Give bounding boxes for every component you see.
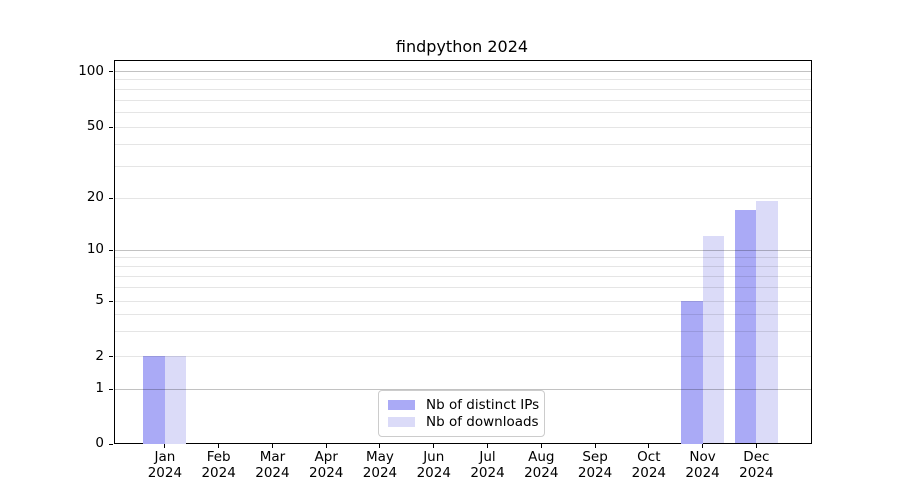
legend-entry-distinct-ips: Nb of distinct IPs bbox=[379, 396, 544, 413]
y-tick-mark bbox=[109, 388, 113, 390]
x-tick-month: Nov bbox=[689, 449, 716, 465]
y-tick-mark bbox=[109, 71, 113, 72]
x-tick-mark bbox=[379, 443, 381, 448]
y-tick-label: 100 bbox=[78, 62, 104, 79]
gridline-minor bbox=[114, 126, 811, 128]
y-tick-label: 1 bbox=[95, 380, 104, 396]
gridline-minor bbox=[114, 79, 811, 81]
y-tick-label: 0 bbox=[95, 435, 104, 451]
gridline-minor bbox=[114, 143, 811, 145]
x-tick-month: Dec bbox=[743, 449, 770, 465]
x-tick-month: Feb bbox=[206, 449, 231, 465]
y-tick-label: 2 bbox=[95, 347, 104, 364]
y-tick-mark bbox=[109, 443, 113, 445]
x-tick-label: Mar 2024 bbox=[244, 449, 300, 481]
bar-distinct-ips-jan bbox=[143, 356, 165, 444]
bar-distinct-ips-nov bbox=[681, 300, 703, 444]
legend-label: Nb of distinct IPs bbox=[426, 396, 540, 413]
x-tick-month: Jan bbox=[154, 449, 176, 465]
x-tick-mark bbox=[755, 443, 757, 448]
x-tick-mark bbox=[702, 443, 704, 448]
x-tick-mark bbox=[648, 443, 650, 448]
y-tick-mark bbox=[109, 197, 113, 199]
bar-downloads-dec bbox=[756, 201, 778, 444]
bar-distinct-ips-dec bbox=[734, 209, 757, 444]
x-tick-year: 2024 bbox=[416, 465, 451, 481]
x-tick-year: 2024 bbox=[470, 465, 505, 481]
x-tick-year: 2024 bbox=[309, 465, 344, 481]
legend: Nb of distinct IPs Nb of downloads bbox=[378, 390, 545, 437]
x-tick-year: 2024 bbox=[147, 465, 183, 481]
x-tick-mark bbox=[594, 443, 596, 448]
x-tick-year: 2024 bbox=[201, 465, 236, 481]
x-tick-mark bbox=[218, 443, 220, 448]
x-tick-mark bbox=[164, 443, 166, 448]
legend-entry-downloads: Nb of downloads bbox=[379, 413, 544, 430]
x-tick-mark bbox=[271, 443, 273, 448]
y-tick-label: 50 bbox=[86, 118, 104, 134]
x-tick-label: Jan 2024 bbox=[137, 449, 193, 481]
x-tick-label: Dec 2024 bbox=[728, 449, 784, 481]
x-tick-label: Nov 2024 bbox=[675, 449, 731, 481]
y-tick-mark bbox=[109, 126, 113, 128]
x-tick-month: Jul bbox=[479, 449, 496, 465]
x-tick-label: Jun 2024 bbox=[406, 449, 462, 481]
x-tick-month: May bbox=[366, 449, 394, 465]
x-tick-label: Aug 2024 bbox=[513, 449, 569, 481]
y-tick-mark bbox=[109, 300, 113, 302]
bar-downloads-jan bbox=[164, 356, 187, 444]
x-tick-year: 2024 bbox=[524, 465, 559, 481]
x-tick-month: Jun bbox=[423, 449, 445, 465]
x-tick-year: 2024 bbox=[362, 465, 398, 481]
gridline-minor bbox=[114, 99, 811, 101]
gridline-minor bbox=[114, 88, 811, 90]
y-tick-label: 10 bbox=[86, 241, 104, 257]
x-tick-mark bbox=[540, 443, 542, 448]
legend-swatch-downloads bbox=[388, 416, 415, 427]
x-tick-year: 2024 bbox=[255, 465, 290, 481]
y-tick-mark bbox=[109, 356, 113, 357]
x-tick-label: Feb 2024 bbox=[191, 449, 247, 481]
x-tick-month: Apr bbox=[314, 449, 338, 465]
gridline-major bbox=[114, 71, 811, 72]
x-tick-month: Aug bbox=[528, 449, 555, 465]
x-tick-mark bbox=[433, 443, 435, 448]
x-tick-label: Jul 2024 bbox=[460, 449, 516, 481]
x-tick-month: Mar bbox=[259, 449, 286, 465]
y-tick-label: 5 bbox=[95, 292, 104, 308]
chart-title: findpython 2024 bbox=[395, 37, 529, 56]
bar-downloads-nov bbox=[702, 235, 725, 444]
x-tick-label: Apr 2024 bbox=[298, 449, 354, 481]
x-tick-label: Sep 2024 bbox=[567, 449, 623, 481]
x-tick-month: Sep bbox=[582, 449, 608, 465]
x-tick-year: 2024 bbox=[685, 465, 720, 481]
x-tick-year: 2024 bbox=[577, 465, 613, 481]
y-tick-mark bbox=[109, 249, 113, 251]
y-tick-label: 20 bbox=[86, 189, 104, 205]
x-tick-year: 2024 bbox=[631, 465, 666, 481]
x-tick-month: Oct bbox=[637, 449, 661, 465]
x-tick-label: Oct 2024 bbox=[621, 449, 677, 481]
gridline-minor bbox=[114, 197, 811, 199]
x-tick-mark bbox=[325, 443, 327, 448]
x-tick-label: May 2024 bbox=[352, 449, 408, 481]
gridline-minor bbox=[114, 166, 811, 168]
gridline-minor bbox=[114, 111, 811, 113]
x-tick-year: 2024 bbox=[739, 465, 774, 481]
x-tick-mark bbox=[487, 443, 489, 448]
legend-label: Nb of downloads bbox=[426, 413, 539, 430]
legend-swatch-distinct-ips bbox=[388, 399, 415, 410]
